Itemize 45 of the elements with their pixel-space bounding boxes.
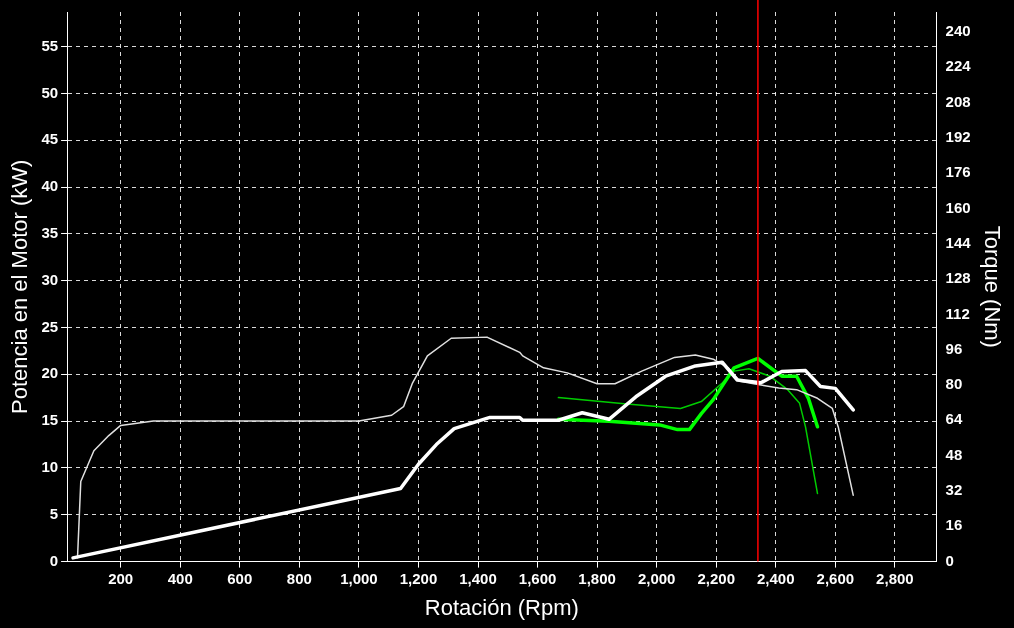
y2-tick-label: 224	[945, 57, 972, 75]
x-tick-label: 2,200	[697, 569, 735, 587]
y-tick-label: 10	[41, 458, 59, 476]
y2-tick-label: 80	[945, 375, 963, 393]
y-tick-label: 25	[41, 317, 59, 335]
x-tick-label: 2,000	[637, 569, 676, 587]
y-tick-label: 35	[41, 224, 59, 242]
x-tick-label: 200	[108, 569, 134, 587]
x-tick-label: 1,200	[399, 569, 438, 587]
y2-axis-title: Torque (Nm)	[979, 225, 1005, 348]
y-tick-label: 20	[41, 364, 59, 382]
y-tick-label: 55	[41, 36, 59, 54]
y-tick-label: 15	[41, 411, 59, 429]
x-tick-label: 1,000	[340, 569, 378, 587]
y2-tick-label: 240	[945, 22, 971, 40]
y2-tick-label: 192	[945, 127, 971, 145]
y2-tick-label: 208	[945, 92, 971, 110]
y2-tick-label: 16	[945, 516, 963, 534]
x-tick-label: 600	[227, 569, 253, 587]
x-tick-label: 1,600	[518, 569, 557, 587]
y2-tick-label: 48	[945, 445, 963, 463]
x-tick-label: 1,400	[459, 569, 497, 587]
x-axis-title: Rotación (Rpm)	[424, 594, 579, 620]
y2-tick-label: 128	[945, 269, 971, 287]
y-tick-label: 50	[41, 83, 59, 101]
y-tick-label: 45	[41, 130, 59, 148]
y2-tick-label: 176	[945, 163, 971, 181]
y2-tick-label: 144	[945, 233, 972, 251]
y2-tick-label: 96	[945, 339, 963, 357]
y-axis-title: Potencia en el Motor (kW)	[7, 159, 33, 414]
x-tick-label: 2,400	[757, 569, 795, 587]
y2-tick-label: 32	[945, 481, 963, 499]
x-tick-label: 2,600	[816, 569, 855, 587]
x-tick-label: 800	[286, 569, 312, 587]
y2-tick-label: 64	[945, 410, 963, 428]
y2-tick-label: 160	[945, 198, 971, 216]
y-tick-label: 5	[49, 504, 59, 522]
x-tick-label: 400	[167, 569, 193, 587]
y-tick-label: 40	[41, 177, 59, 195]
y-tick-label: 0	[49, 551, 59, 569]
y-tick-label: 30	[41, 270, 59, 288]
x-tick-label: 2,800	[876, 569, 914, 587]
y2-tick-label: 112	[945, 304, 970, 322]
x-tick-label: 1,800	[578, 569, 616, 587]
y2-tick-label: 0	[945, 551, 954, 569]
